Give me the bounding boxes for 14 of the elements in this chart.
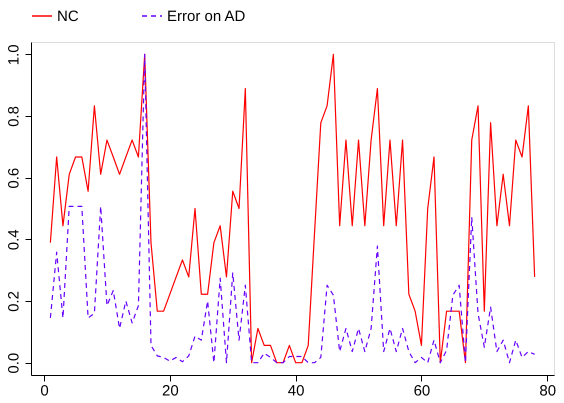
line-series bbox=[50, 54, 536, 364]
x-tick-label: 0 bbox=[40, 382, 49, 400]
y-tick-label: 0.4 bbox=[6, 229, 22, 250]
y-tick-label: 0.2 bbox=[6, 291, 22, 312]
y-tick-label: 0.6 bbox=[6, 168, 22, 189]
x-tick-label: 80 bbox=[539, 382, 556, 400]
y-tick-label: 0.8 bbox=[6, 106, 22, 127]
y-tick-label: 1.0 bbox=[6, 44, 22, 66]
x-tick-label: 60 bbox=[414, 382, 430, 400]
legend-label: Error on AD bbox=[167, 8, 246, 25]
x-tick-label: 40 bbox=[288, 382, 304, 400]
legend-label: NC bbox=[57, 8, 79, 25]
x-tick-label: 20 bbox=[162, 382, 179, 400]
y-tick-label: 0.0 bbox=[6, 352, 22, 374]
